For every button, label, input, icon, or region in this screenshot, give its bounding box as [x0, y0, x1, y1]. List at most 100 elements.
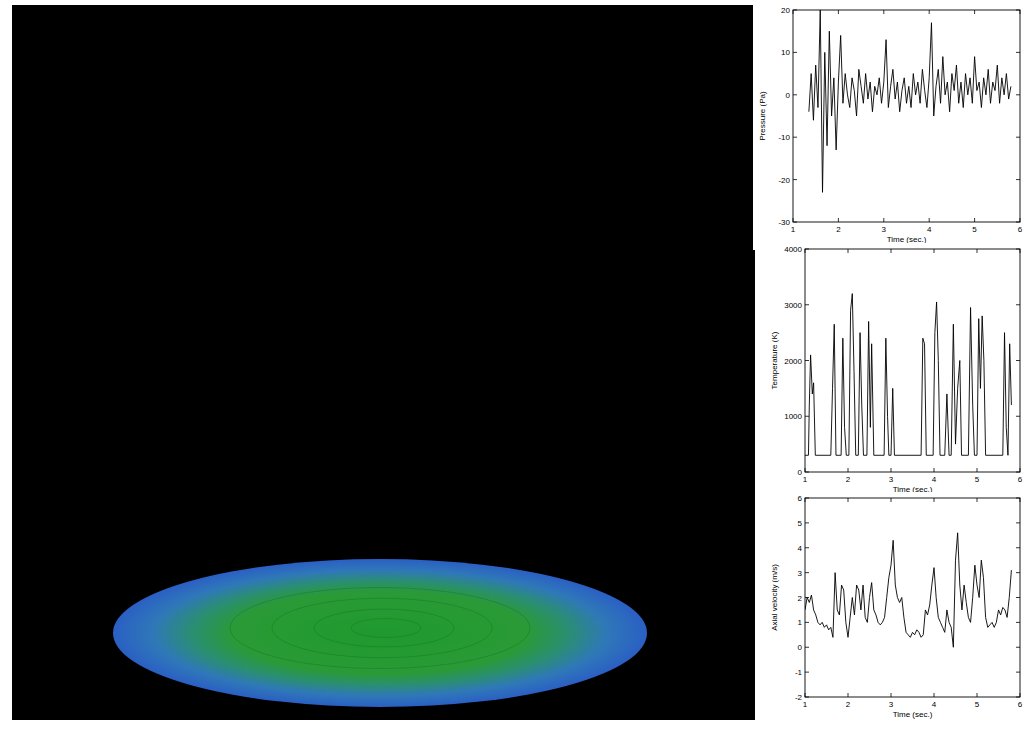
x-tick [891, 249, 892, 253]
x-tick [934, 468, 935, 472]
y-tick [805, 547, 809, 548]
y-tick-label: 3 [798, 569, 803, 578]
y-tick-label: -30 [778, 218, 790, 227]
x-tick [848, 249, 849, 253]
y-tick [793, 179, 797, 180]
x-tick [848, 693, 849, 697]
plot-area [805, 294, 1011, 456]
y-tick-label: 6 [798, 494, 803, 503]
chart-panel: 12345601000200030004000Time (sec.)Temper… [765, 243, 1032, 500]
y-tick-label: 0 [786, 91, 791, 100]
x-tick-label: 4 [927, 225, 932, 234]
y-tick [1016, 672, 1020, 673]
x-tick-label: 2 [836, 225, 841, 234]
plot-area [809, 10, 1011, 192]
x-tick [974, 218, 975, 222]
y-tick [1016, 304, 1020, 305]
render-background [12, 5, 755, 720]
x-tick-label: 2 [846, 700, 851, 709]
y-tick [793, 137, 797, 138]
x-tick-label: 6 [1018, 225, 1023, 234]
signal-line [805, 533, 1011, 647]
flame-disc [113, 559, 647, 707]
disc-ring [230, 588, 530, 669]
disc-ring [314, 609, 454, 647]
y-tick-label: -1 [795, 668, 803, 677]
y-tick [1016, 94, 1020, 95]
y-tick [1016, 360, 1020, 361]
y-tick-label: -10 [778, 133, 790, 142]
x-tick-label: 6 [1018, 475, 1023, 484]
x-axis-title: Time (sec.) [887, 235, 927, 244]
x-tick-label: 1 [803, 475, 808, 484]
y-tick-label: 1000 [784, 412, 802, 421]
y-tick [805, 522, 809, 523]
x-tick [848, 498, 849, 502]
x-tick-label: 1 [791, 225, 796, 234]
x-tick [929, 10, 930, 14]
x-tick [934, 249, 935, 253]
y-tick-label: 4000 [784, 245, 802, 254]
y-axis-title: Axial velocity (m/s) [770, 564, 779, 631]
y-tick [805, 572, 809, 573]
x-tick [977, 693, 978, 697]
x-tick [883, 218, 884, 222]
y-tick [1016, 622, 1020, 623]
plot-area [805, 533, 1011, 647]
panel-background [765, 492, 1032, 725]
x-tick [838, 10, 839, 14]
panel-background [753, 4, 1032, 250]
y-tick-label: 10 [781, 48, 790, 57]
y-tick-label: 5 [798, 519, 803, 528]
x-axis-title: Time (sec.) [893, 710, 933, 719]
x-tick [838, 218, 839, 222]
y-tick [805, 416, 809, 417]
y-tick [805, 672, 809, 673]
x-tick [977, 249, 978, 253]
x-tick-label: 4 [932, 475, 937, 484]
y-tick [1016, 647, 1020, 648]
y-tick-label: -20 [778, 176, 790, 185]
x-tick-label: 5 [975, 475, 980, 484]
x-tick-label: 1 [803, 700, 808, 709]
y-tick-label: 20 [781, 6, 790, 15]
x-tick [848, 468, 849, 472]
x-tick [974, 10, 975, 14]
y-tick [805, 360, 809, 361]
y-tick-label: 0 [798, 643, 803, 652]
y-tick [1016, 597, 1020, 598]
plot-frame [805, 249, 1020, 472]
y-tick [793, 52, 797, 53]
y-tick-label: 1 [798, 618, 803, 627]
y-tick [793, 94, 797, 95]
chart-panel: 123456-2-10123456Time (sec.)Axial veloci… [765, 492, 1032, 725]
y-tick [1016, 179, 1020, 180]
signal-line [805, 294, 1011, 456]
x-tick-label: 6 [1018, 700, 1023, 709]
y-tick [1016, 572, 1020, 573]
y-tick-label: 4 [798, 544, 803, 553]
signal-line [809, 10, 1011, 192]
y-tick [1016, 137, 1020, 138]
disc-ring [351, 619, 421, 638]
disc-ring [272, 598, 492, 657]
y-tick [1016, 416, 1020, 417]
plot-frame [793, 10, 1020, 222]
panel-background [765, 243, 1032, 500]
x-tick [891, 468, 892, 472]
y-tick-label: 2 [798, 594, 803, 603]
chart-panel: 123456-30-20-1001020Time (sec.)Pressure … [753, 4, 1032, 250]
x-tick [929, 218, 930, 222]
x-tick [883, 10, 884, 14]
y-tick-label: 3000 [784, 301, 802, 310]
y-tick-label: 0 [798, 468, 803, 477]
x-tick [977, 498, 978, 502]
x-tick-label: 4 [932, 700, 937, 709]
x-tick [934, 693, 935, 697]
x-tick-label: 5 [975, 700, 980, 709]
x-tick [977, 468, 978, 472]
x-tick [891, 498, 892, 502]
x-tick [891, 693, 892, 697]
x-tick-label: 2 [846, 475, 851, 484]
y-tick-label: -2 [795, 693, 803, 702]
